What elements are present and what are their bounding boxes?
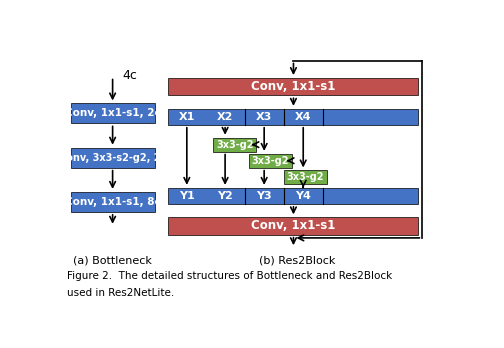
Text: X2: X2 bbox=[217, 112, 233, 122]
FancyBboxPatch shape bbox=[71, 148, 155, 168]
Text: Conv, 3x3-s2-g2, 2c: Conv, 3x3-s2-g2, 2c bbox=[59, 153, 166, 163]
FancyBboxPatch shape bbox=[168, 217, 418, 235]
Text: (b) Res2Block: (b) Res2Block bbox=[259, 255, 336, 265]
FancyBboxPatch shape bbox=[168, 78, 418, 95]
Text: (a) Bottleneck: (a) Bottleneck bbox=[73, 255, 152, 265]
FancyBboxPatch shape bbox=[71, 192, 155, 212]
Text: Conv, 1x1-s1, 2c: Conv, 1x1-s1, 2c bbox=[65, 109, 161, 118]
Text: Y4: Y4 bbox=[295, 191, 311, 201]
Text: 3x3-g2: 3x3-g2 bbox=[286, 172, 324, 182]
Text: used in Res2NetLite.: used in Res2NetLite. bbox=[67, 288, 174, 298]
FancyBboxPatch shape bbox=[71, 103, 155, 124]
Text: 4c: 4c bbox=[122, 69, 137, 82]
Text: 3x3-g2: 3x3-g2 bbox=[216, 140, 254, 150]
Text: Y3: Y3 bbox=[257, 191, 272, 201]
Text: 3x3-g2: 3x3-g2 bbox=[251, 156, 289, 166]
Text: X3: X3 bbox=[256, 112, 272, 122]
Text: Y1: Y1 bbox=[179, 191, 195, 201]
FancyBboxPatch shape bbox=[168, 109, 418, 125]
Text: X4: X4 bbox=[295, 112, 311, 122]
Text: X1: X1 bbox=[178, 112, 195, 122]
Text: Figure 2.  The detailed structures of Bottleneck and Res2Block: Figure 2. The detailed structures of Bot… bbox=[67, 271, 392, 281]
FancyBboxPatch shape bbox=[248, 154, 291, 168]
FancyBboxPatch shape bbox=[168, 188, 418, 204]
Text: Conv, 1x1-s1: Conv, 1x1-s1 bbox=[251, 220, 336, 232]
Text: Y2: Y2 bbox=[217, 191, 233, 201]
FancyBboxPatch shape bbox=[284, 171, 327, 184]
Text: Conv, 1x1-s1: Conv, 1x1-s1 bbox=[251, 80, 336, 93]
FancyBboxPatch shape bbox=[213, 138, 257, 152]
Text: Conv, 1x1-s1, 8c: Conv, 1x1-s1, 8c bbox=[65, 197, 161, 207]
